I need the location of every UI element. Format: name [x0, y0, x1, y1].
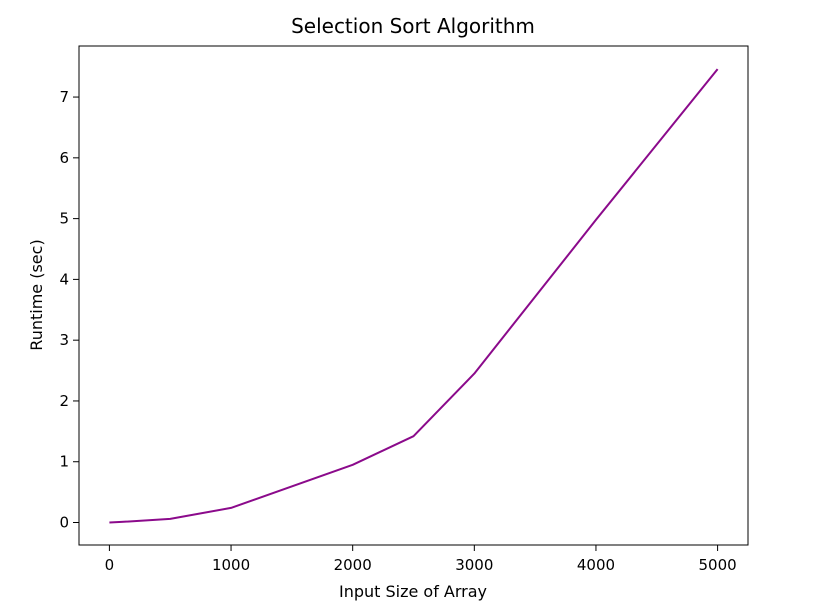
y-tick-label: 2: [59, 392, 69, 410]
plot-frame: [78, 45, 749, 546]
y-tick-label: 0: [59, 514, 69, 532]
x-axis-label: Input Size of Array: [339, 582, 487, 601]
y-tick-label: 4: [59, 270, 69, 288]
series-layer: [109, 68, 719, 524]
chart-title: Selection Sort Algorithm: [291, 14, 535, 38]
x-tick-label: 5000: [698, 556, 736, 574]
series-line: [109, 68, 719, 524]
x-tick-label: 2000: [334, 556, 372, 574]
x-axis: 0 1000 2000 3000 4000 5000: [105, 545, 737, 574]
x-tick-label: 4000: [577, 556, 615, 574]
y-tick-label: 6: [59, 149, 69, 167]
x-tick-label: 1000: [212, 556, 250, 574]
y-axis-label: Runtime (sec): [27, 239, 46, 350]
y-tick-label: 1: [59, 453, 69, 471]
y-tick-label: 5: [59, 210, 69, 228]
y-tick-label: 7: [59, 88, 69, 106]
y-tick-label: 3: [59, 331, 69, 349]
x-tick-label: 0: [105, 556, 115, 574]
y-axis: 0 1 2 3 4 5 6 7: [59, 88, 79, 532]
plot-area: [78, 45, 749, 546]
x-tick-label: 3000: [455, 556, 493, 574]
